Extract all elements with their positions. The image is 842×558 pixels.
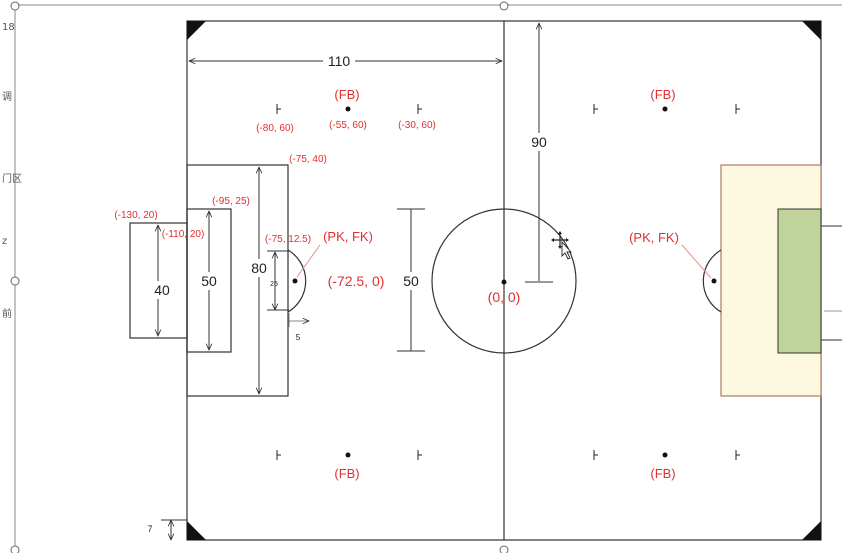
- dim-50-goal-area: 50: [201, 273, 217, 289]
- label-fb-top-right: (FB): [650, 87, 675, 102]
- coord-m130-20: (-130, 20): [114, 210, 157, 221]
- coord-m75-40: (-75, 40): [289, 154, 327, 165]
- ruler-mark-3: 门区: [2, 174, 22, 185]
- label-fb-bottom-left: (FB): [334, 466, 359, 481]
- fb-markers: [276, 104, 740, 460]
- label-pk-fk-right: (PK, FK): [629, 230, 679, 245]
- dim-110: 110: [328, 53, 351, 69]
- right-penalty-spot: [711, 278, 717, 284]
- right-goal-edge: [821, 225, 842, 341]
- coord-m55-60: (-55, 60): [329, 120, 367, 131]
- center-circle: [431, 208, 577, 354]
- dim-80: 80: [251, 260, 267, 276]
- dim-7: 7: [147, 524, 152, 534]
- ruler-mark-4: z: [2, 236, 8, 247]
- coord-m80-60: (-80, 60): [256, 123, 294, 134]
- move-cursor-icon: [551, 231, 573, 260]
- coord-m110-20: (-110, 20): [162, 229, 205, 240]
- ruler-mark-1: 18: [2, 22, 15, 33]
- pk-right-pointer: [681, 244, 712, 279]
- dim-50-center: 50: [403, 273, 419, 289]
- coord-m30-60: (-30, 60): [398, 120, 436, 131]
- ruler-mark-5: 前: [2, 309, 12, 320]
- dim-40: 40: [154, 282, 170, 298]
- dim-90: 90: [531, 134, 547, 150]
- ruler-mark-2: 调: [2, 92, 12, 103]
- resize-handle-bottom[interactable]: [499, 545, 509, 555]
- label-penalty-spot: (-72.5, 0): [328, 273, 385, 289]
- label-pk-fk-left: (PK, FK): [323, 229, 373, 244]
- coord-m75-12-5: (-75, 12.5): [265, 234, 311, 245]
- resize-handle-left[interactable]: [10, 276, 20, 286]
- left-penalty-arc: [287, 249, 307, 313]
- resize-handle-top[interactable]: [499, 1, 509, 11]
- label-fb-top-left: (FB): [334, 87, 359, 102]
- dim-5: 5: [296, 333, 301, 342]
- coord-m95-25: (-95, 25): [212, 196, 250, 207]
- left-goal: [129, 222, 188, 339]
- center-spot: [501, 279, 507, 285]
- label-fb-bottom-right: (FB): [650, 466, 675, 481]
- dim-25: 25: [270, 281, 278, 288]
- resize-handle-tl[interactable]: [10, 1, 20, 11]
- right-goal-area: [777, 208, 822, 354]
- resize-handle-bl[interactable]: [10, 545, 20, 555]
- left-penalty-spot: [292, 278, 298, 284]
- corner-marks: [187, 21, 821, 540]
- label-center: (0, 0): [488, 289, 521, 305]
- right-penalty-arc: [702, 249, 722, 313]
- pk-left-pointer: [296, 244, 321, 278]
